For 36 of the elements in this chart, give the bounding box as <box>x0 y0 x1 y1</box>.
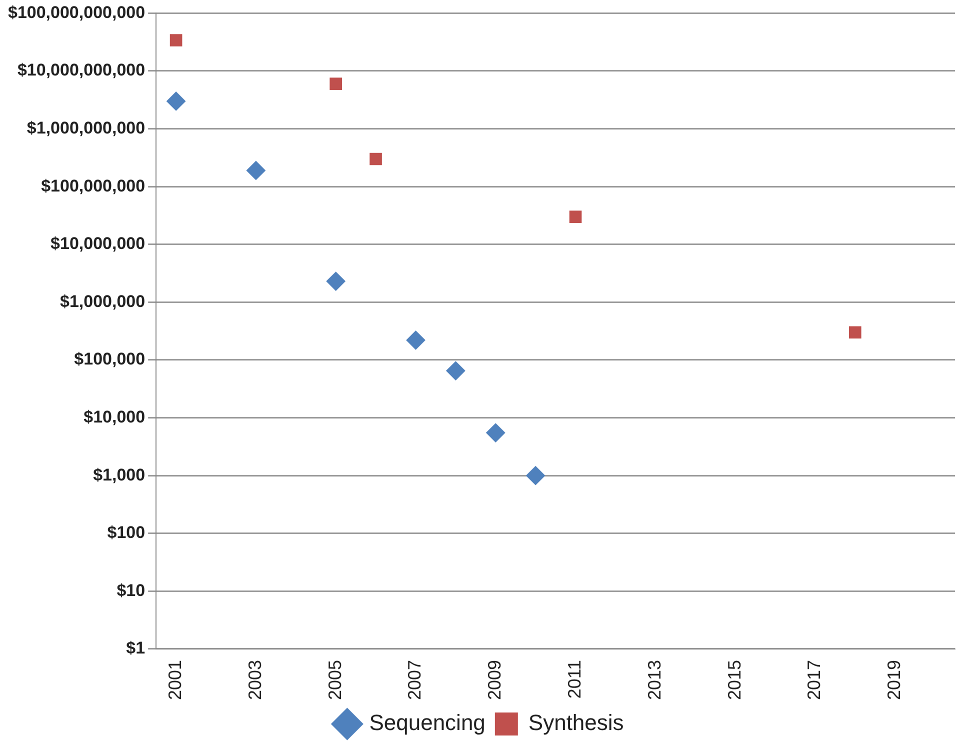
legend-label: Sequencing <box>369 710 486 736</box>
point <box>406 330 426 350</box>
x-tick-label: 2015 <box>724 660 744 700</box>
x-tick-label: 2013 <box>644 660 664 700</box>
y-tick-label: $1,000,000,000 <box>26 118 146 138</box>
y-tick-label: $1,000,000 <box>60 292 146 311</box>
y-tick-label: $100 <box>107 523 146 542</box>
point <box>569 210 582 223</box>
y-tick-label: $100,000,000,000 <box>8 2 146 22</box>
y-tick-label: $1,000 <box>93 465 146 484</box>
x-tick-label: 2017 <box>804 660 824 700</box>
x-tick-label: 2011 <box>564 660 584 699</box>
y-tick-label: $1 <box>126 638 146 658</box>
y-tick-label: $10,000 <box>84 407 146 426</box>
point <box>370 152 382 166</box>
point <box>330 78 342 90</box>
y-tick-label: $10,000,000 <box>50 234 146 254</box>
y-tick-label: $100,000 <box>74 350 146 369</box>
x-tick-label: 2007 <box>404 660 425 700</box>
x-tick-label: 2003 <box>244 660 265 700</box>
point <box>166 92 186 111</box>
point <box>246 160 266 180</box>
point <box>848 326 862 339</box>
y-tick-label: $10 <box>116 580 146 600</box>
point <box>326 272 346 291</box>
point <box>486 423 506 442</box>
y-tick-label: $100,000,000 <box>41 176 146 196</box>
x-tick-label: 2001 <box>165 660 186 700</box>
x-tick-label: 2009 <box>484 660 505 700</box>
legend-label: Synthesis <box>528 710 624 736</box>
x-tick-label: 2019 <box>884 660 904 700</box>
x-tick-label: 2005 <box>324 660 345 700</box>
point <box>526 466 546 486</box>
y-tick-label: $10,000,000,000 <box>17 60 146 80</box>
point <box>446 361 466 380</box>
point <box>170 34 182 46</box>
